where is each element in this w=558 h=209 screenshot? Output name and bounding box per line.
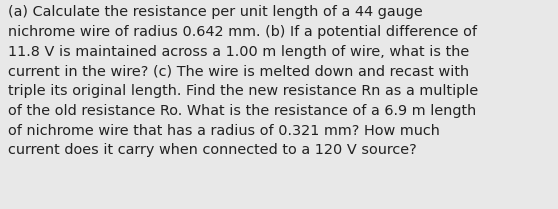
Text: (a) Calculate the resistance per unit length of a 44 gauge
nichrome wire of radi: (a) Calculate the resistance per unit le… bbox=[8, 5, 479, 157]
